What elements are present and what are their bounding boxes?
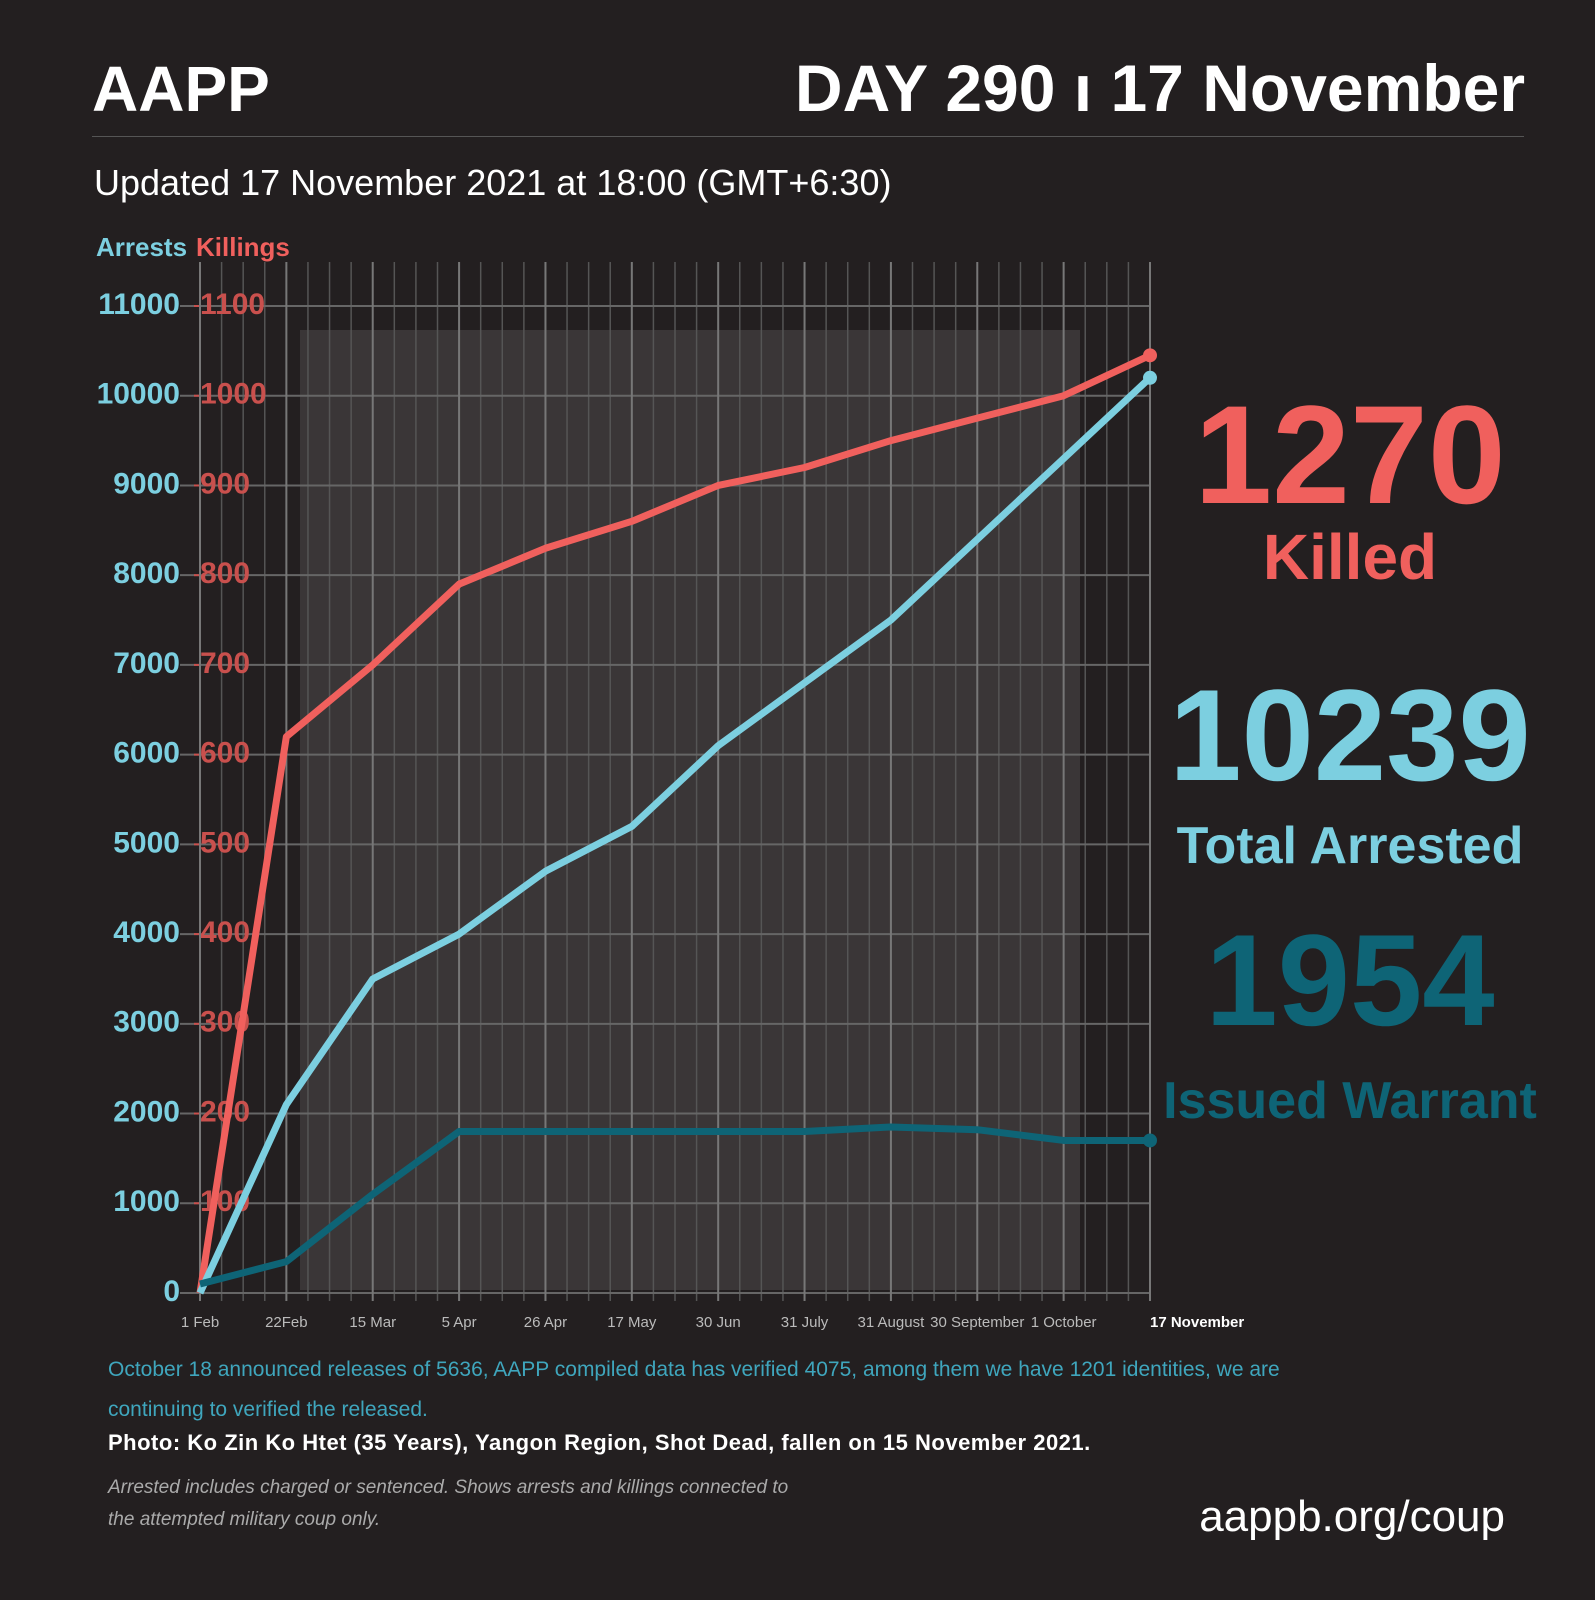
x-tick-label: 22Feb <box>265 1314 308 1331</box>
day-title: DAY 290 ı 17 November <box>794 51 1525 125</box>
y-tick-label: 2000 <box>113 1095 180 1128</box>
y2-tick-label: 600 <box>200 737 250 770</box>
y2-tick-label: 500 <box>200 826 250 859</box>
photo-area <box>300 330 1080 1290</box>
x-tick-label: 17 November <box>1150 1314 1244 1331</box>
x-tick-label: 1 October <box>1031 1314 1097 1331</box>
stat-value: 10239 <box>1169 662 1531 808</box>
y-axis-label: Arrests <box>96 232 187 262</box>
y-tick-label: 3000 <box>113 1006 180 1039</box>
y2-tick-label: 400 <box>200 916 250 949</box>
disclaimer: Arrested includes charged or sentenced. … <box>108 1477 789 1530</box>
y-tick-label: 10000 <box>97 378 180 411</box>
updated: Updated 17 November 2021 at 18:00 (GMT+6… <box>94 162 892 203</box>
y-tick-label: 11000 <box>98 288 180 321</box>
x-tick-label: 30 Jun <box>696 1314 741 1331</box>
x-tick-label: 26 Apr <box>524 1314 567 1331</box>
stat-value: 1270 <box>1194 376 1506 533</box>
header-rule <box>92 136 1524 137</box>
series-line <box>196 375 1153 1295</box>
x-tick-label: 1 Feb <box>181 1314 219 1331</box>
y2-tick-label: 1000 <box>200 378 267 411</box>
end-dot <box>1143 348 1157 363</box>
y-tick-label: 4000 <box>113 916 180 949</box>
release-note: October 18 announced releases of 5636, A… <box>108 1358 1280 1421</box>
x-tick-label: 31 August <box>858 1314 926 1331</box>
y2-tick-label: 700 <box>200 647 250 680</box>
y-tick-label: 7000 <box>113 647 180 680</box>
x-tick-label: 15 Mar <box>349 1314 396 1331</box>
stat-label: Issued Warrant <box>1163 1072 1537 1130</box>
series-line <box>196 352 1152 1294</box>
y-tick-label: 8000 <box>113 557 180 590</box>
end-dot <box>1143 1133 1157 1148</box>
x-tick-label: 17 May <box>607 1314 657 1331</box>
y2-axis-label: Killings <box>196 232 290 262</box>
y-tick-label: 6000 <box>113 737 180 770</box>
site-url: aappb.org/coup <box>1199 1492 1505 1541</box>
y-tick-label: 9000 <box>113 467 180 500</box>
x-tick-label: 31 July <box>781 1314 829 1331</box>
photo-credit: Photo: Ko Zin Ko Htet (35 Years), Yangon… <box>108 1430 1091 1455</box>
x-tick-label: 30 September <box>930 1314 1024 1331</box>
y-tick-label: 5000 <box>113 826 180 859</box>
brand-title: AAPP <box>92 53 270 125</box>
y-tick-label: 0 <box>163 1275 180 1308</box>
end-dot <box>1143 370 1157 385</box>
x-tick-label: 5 Apr <box>442 1314 477 1331</box>
series-line <box>199 1123 1150 1288</box>
y2-tick-label: 900 <box>200 467 250 500</box>
y2-tick-label: 800 <box>200 557 250 590</box>
stat-value: 1954 <box>1205 907 1495 1053</box>
y2-tick-label: 1100 <box>200 288 265 321</box>
stat-label: Killed <box>1262 521 1438 593</box>
stat-label: Total Arrested <box>1176 817 1524 875</box>
y-tick-label: 1000 <box>113 1185 180 1218</box>
